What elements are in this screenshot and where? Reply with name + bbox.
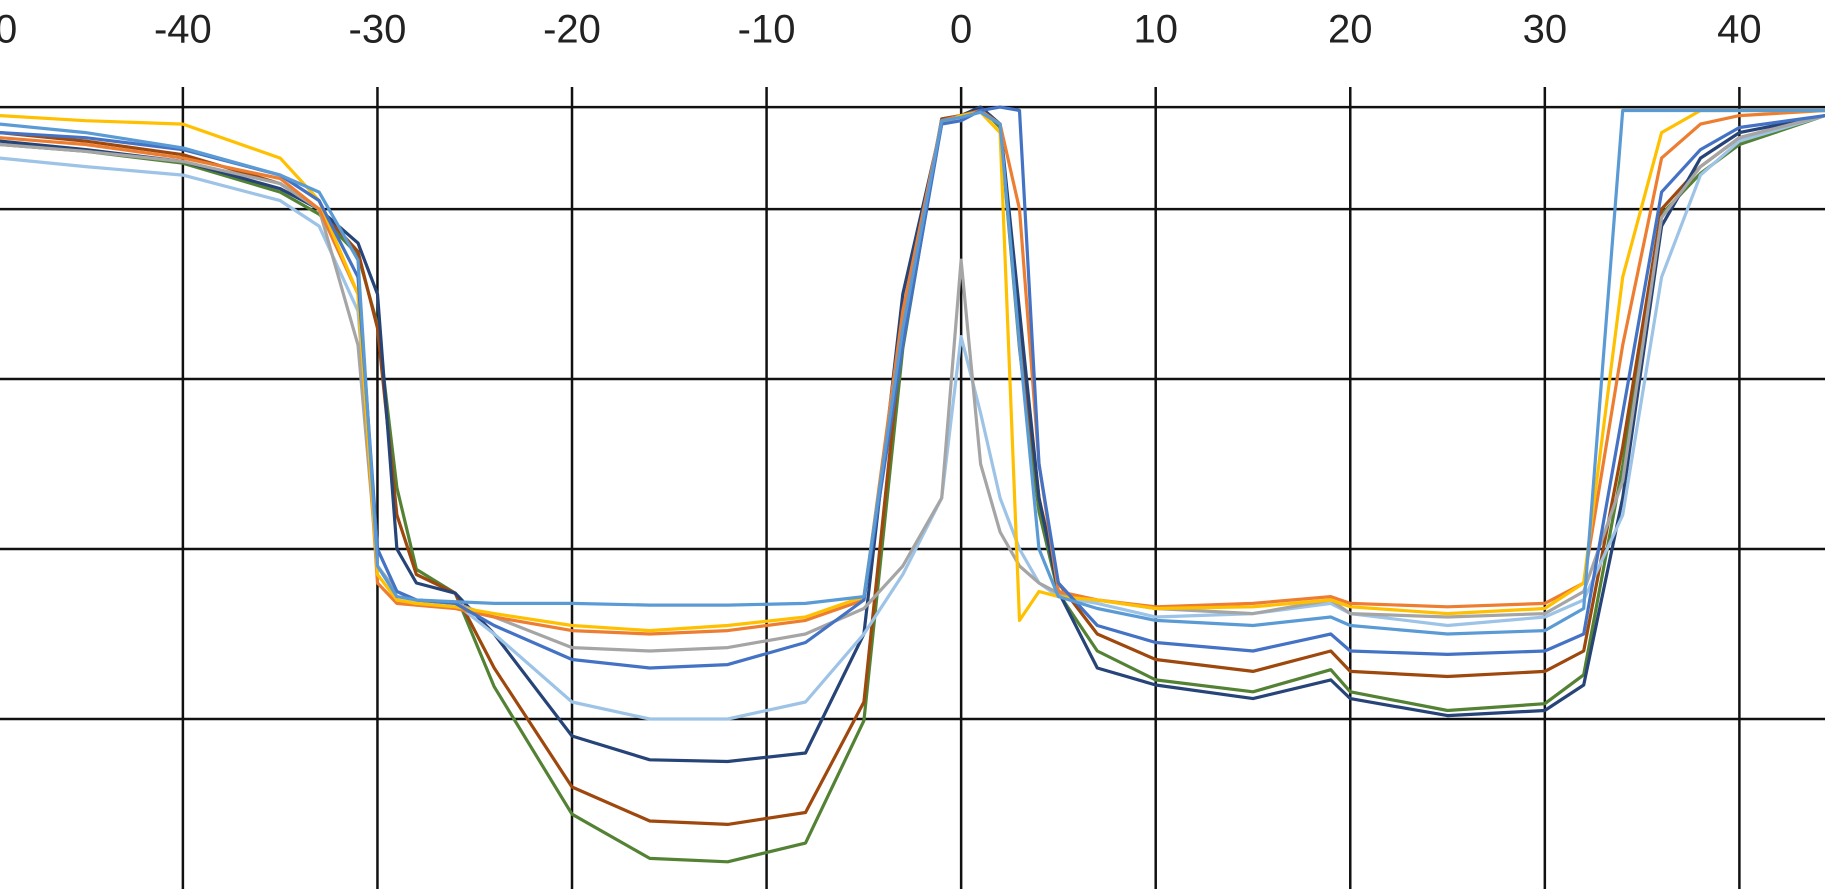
- x-tick-label: 0: [950, 8, 972, 52]
- series-line: [0, 105, 1825, 864]
- x-tick-label: 20: [1328, 8, 1373, 52]
- x-tick-label: -30: [349, 8, 407, 52]
- x-axis: -50 -40 -30 -20 -10 0 10 20 30 40: [0, 8, 1762, 52]
- x-tick-label: -10: [738, 8, 796, 52]
- x-tick-label: -40: [154, 8, 212, 52]
- grid: [0, 87, 1825, 889]
- series-line: [0, 108, 1825, 633]
- x-tick-label: -20: [543, 8, 601, 52]
- series-line: [0, 105, 1825, 764]
- series-line: [0, 108, 1825, 826]
- x-tick-label: 10: [1133, 8, 1178, 52]
- series-line: [0, 108, 1825, 636]
- series-line: [0, 114, 1825, 653]
- x-tick-label: 30: [1523, 8, 1568, 52]
- x-tick-label: 40: [1717, 8, 1762, 52]
- x-tick-label: -50: [0, 8, 17, 52]
- plot: [0, 105, 1825, 864]
